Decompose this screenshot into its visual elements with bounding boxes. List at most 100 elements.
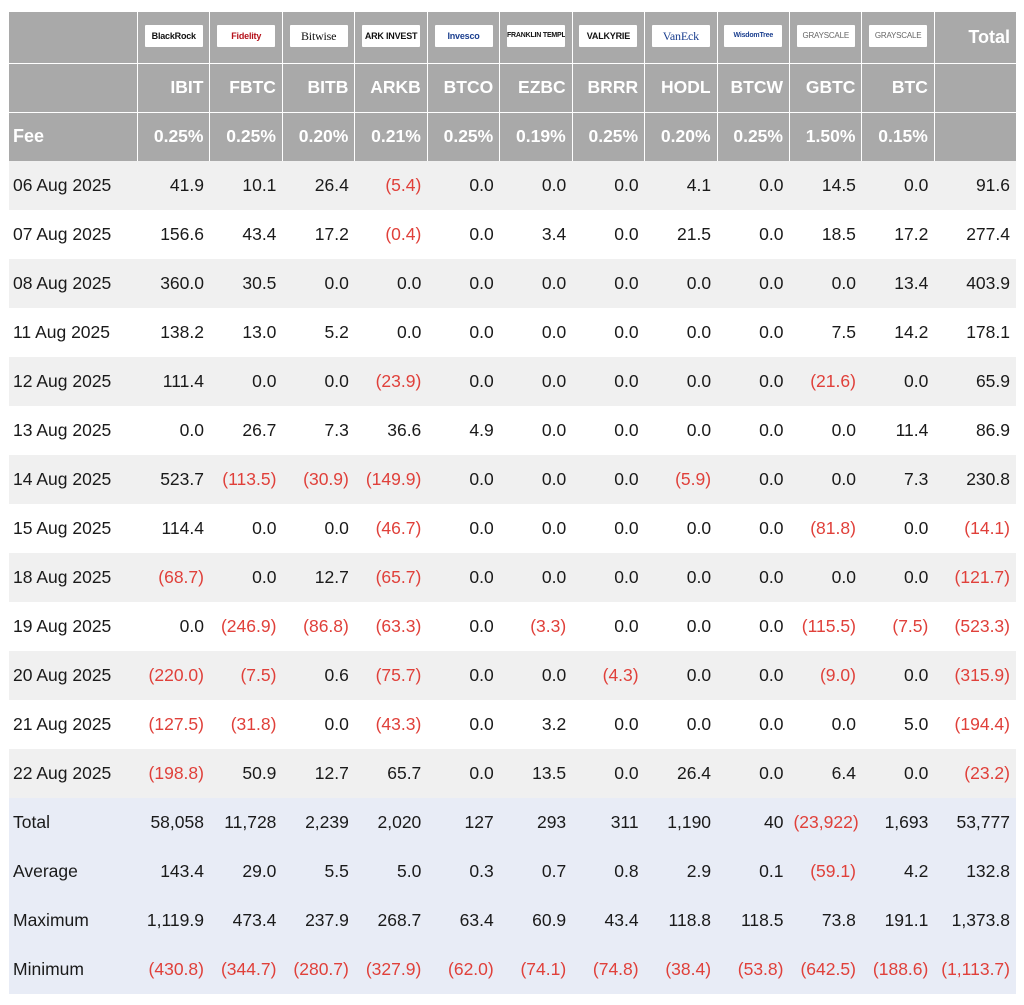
daily-flows-body: 06 Aug 2025 41.9 10.1 26.4 (5.4) 0.0 0.0 0.0 4.1…	[9, 161, 1016, 798]
flow-cell: 0.0	[644, 357, 718, 406]
summary-label: Minimum	[9, 945, 138, 994]
franklin-templeton-logo: FRANKLIN TEMPLETON	[506, 24, 565, 47]
summary-cell: (327.9)	[354, 945, 428, 994]
flow-cell: 86.9	[975, 420, 1010, 440]
summary-cell: 60.9	[499, 896, 573, 945]
flow-cell: (115.5)	[801, 616, 856, 636]
flow-cell: 26.7	[242, 420, 277, 440]
flow-cell: (21.6)	[789, 357, 862, 406]
flow-cell: 0.0	[686, 714, 712, 734]
flow-cell: 0.0	[541, 322, 567, 342]
flow-cell: (23.9)	[354, 357, 428, 406]
flow-cell: 18.5	[821, 224, 856, 244]
flow-cell: (220.0)	[137, 651, 210, 700]
table-row: 18 Aug 2025 (68.7) 0.0 12.7 (65.7) 0.0 0.0 0.0 0…	[9, 553, 1016, 602]
fee-ibit: 0.25%	[137, 112, 211, 161]
flow-cell: 0.0	[861, 553, 935, 602]
flow-cell: 43.4	[242, 224, 277, 244]
flow-cell: 0.0	[861, 357, 935, 406]
summary-label: Average	[9, 847, 138, 896]
fee-ezbc: 0.19%	[499, 112, 573, 161]
flow-cell: (86.8)	[303, 616, 349, 636]
flow-cell: 178.1	[966, 322, 1010, 342]
flow-cell: 0.0	[789, 553, 862, 602]
flow-cell: (30.9)	[282, 455, 355, 504]
flow-cell: 0.0	[469, 224, 494, 244]
summary-cell: 237.9	[282, 896, 355, 945]
row-date: 06 Aug 2025	[9, 161, 138, 210]
flow-cell: 0.0	[541, 420, 567, 440]
fee-label: Fee	[9, 112, 139, 161]
flow-cell: (113.5)	[209, 455, 283, 504]
flow-cell: 7.5	[831, 322, 856, 342]
summary-cell: (59.1)	[789, 847, 862, 896]
flow-cell: (5.4)	[354, 161, 428, 210]
table-row: 07 Aug 2025 156.6 43.4 17.2 (0.4) 0.0 3.4 0.0 21…	[9, 210, 1016, 259]
summary-cell: 4.2	[861, 847, 935, 896]
ticker-ezbc: EZBC	[499, 63, 573, 112]
row-date: 07 Aug 2025	[13, 224, 112, 244]
summary-cell: 118.5	[717, 896, 790, 945]
flow-cell: 6.4	[789, 749, 862, 798]
flow-cell: (46.7)	[375, 518, 422, 538]
valkyrie-logo: VALKYRIE	[579, 24, 638, 47]
flow-cell: 0.0	[427, 749, 500, 798]
flow-cell: 0.0	[427, 357, 500, 406]
row-date: 14 Aug 2025	[9, 455, 138, 504]
summary-label: Maximum	[9, 896, 138, 945]
ticker-btco: BTCO	[427, 63, 501, 112]
row-date: 21 Aug 2025	[13, 714, 112, 734]
flow-cell: 0.0	[759, 420, 784, 440]
corner-cell	[9, 12, 139, 63]
flow-cell: 0.0	[469, 616, 494, 636]
flow-cell: 0.0	[427, 455, 500, 504]
flow-cell: 0.0	[717, 749, 790, 798]
flow-cell: 403.9	[934, 259, 1016, 308]
flow-cell: 0.0	[644, 259, 718, 308]
row-date: 20 Aug 2025	[9, 651, 138, 700]
summary-cell: 1,693	[861, 798, 935, 847]
ticker-brrr: BRRR	[572, 63, 646, 112]
flow-cell: (9.0)	[789, 651, 862, 700]
fee-hodl: 0.20%	[644, 112, 718, 161]
summary-label: Total	[9, 798, 138, 847]
flow-cell: 0.0	[572, 357, 645, 406]
summary-cell: 118.8	[644, 896, 718, 945]
row-date: 12 Aug 2025	[9, 357, 138, 406]
flow-cell: 0.0	[499, 553, 573, 602]
flow-cell: 0.0	[861, 749, 935, 798]
flow-cell: 0.0	[572, 553, 645, 602]
table-row: 20 Aug 2025 (220.0) (7.5) 0.6 (75.7) 0.0 0.0 (4…	[9, 651, 1016, 700]
flow-cell: 0.0	[282, 357, 355, 406]
summary-cell: 53,777	[934, 798, 1016, 847]
ark-invest-logo: ARK INVEST	[362, 24, 421, 47]
summary-row: Total 58,058 11,728 2,239 2,020 127 293 311 1,19…	[9, 798, 1016, 847]
fee-row: Fee 0.25% 0.25% 0.20% 0.21% 0.25% 0.19% …	[9, 112, 1016, 161]
flow-cell: 50.9	[209, 749, 283, 798]
flow-cell: 0.0	[499, 161, 573, 210]
flow-cell: (7.5)	[209, 651, 283, 700]
summary-cell: (280.7)	[282, 945, 355, 994]
summary-cell: (38.4)	[644, 945, 718, 994]
row-date: 18 Aug 2025	[9, 553, 138, 602]
flow-cell: 0.0	[789, 455, 862, 504]
flow-cell: 0.0	[427, 259, 500, 308]
summary-cell: 473.4	[209, 896, 283, 945]
flow-cell: (3.3)	[530, 616, 567, 636]
flow-cell: 0.0	[469, 518, 494, 538]
summary-cell: (188.6)	[861, 945, 935, 994]
flow-cell: 13.5	[499, 749, 573, 798]
row-date: 08 Aug 2025	[9, 259, 138, 308]
summary-cell: (62.0)	[427, 945, 500, 994]
summary-cell: 293	[499, 798, 573, 847]
fee-btco: 0.25%	[427, 112, 501, 161]
flow-cell: (43.3)	[375, 714, 422, 734]
etf-flow-table-container: BlackRock Fidelity Bitwise ARK INVEST In…	[9, 12, 1016, 994]
flow-cell: 114.4	[161, 518, 204, 538]
row-date: 13 Aug 2025	[13, 420, 112, 440]
ticker-fbtc: FBTC	[209, 63, 283, 112]
flow-cell: 5.2	[324, 322, 349, 342]
flow-cell: 0.6	[282, 651, 355, 700]
summary-cell: 5.5	[282, 847, 355, 896]
grayscale-logo-gbtc: GRAYSCALE	[796, 24, 855, 47]
